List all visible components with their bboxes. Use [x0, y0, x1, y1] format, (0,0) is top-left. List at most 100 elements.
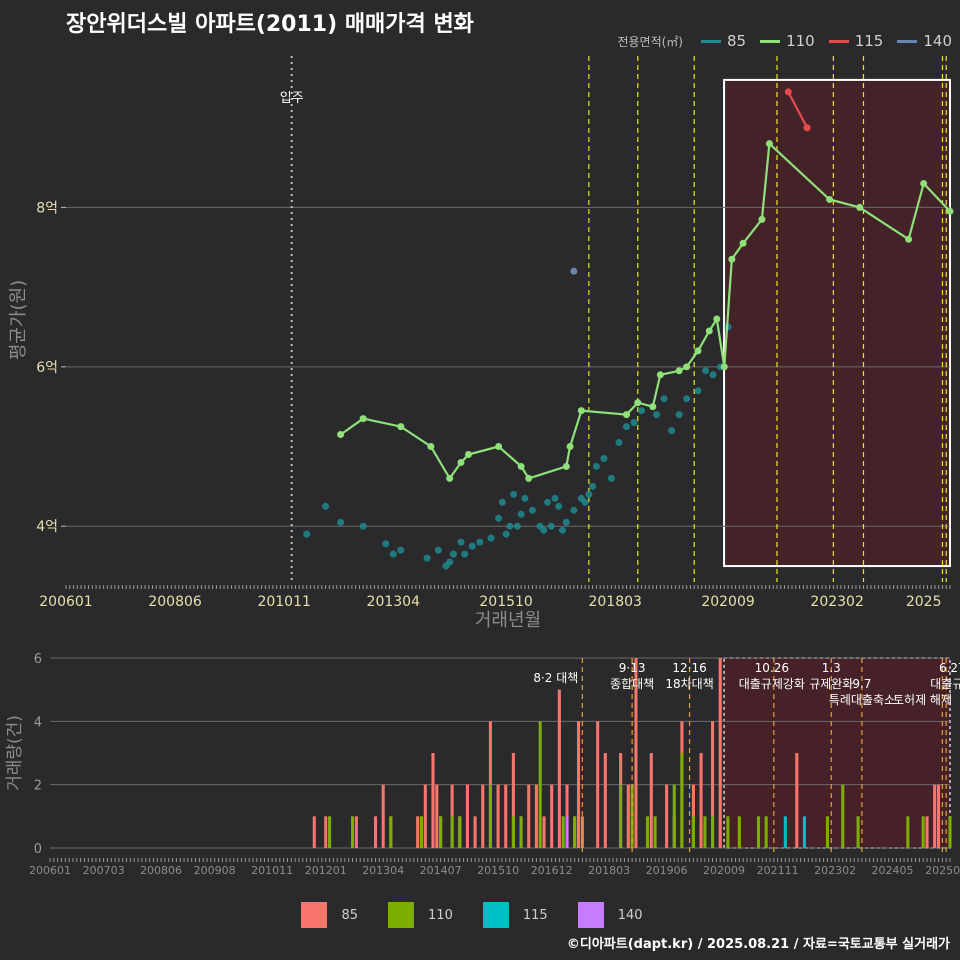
price-line-115 — [787, 91, 809, 129]
price-point-85 — [528, 506, 536, 514]
volume-policy-label: 대출규제강화 — [739, 677, 805, 691]
price-point-110 — [905, 235, 913, 243]
volume-x-tick-label: 201612 — [531, 864, 573, 877]
highlight-region — [723, 78, 951, 568]
volume-bar-85 — [795, 753, 799, 848]
price-point-110 — [562, 462, 570, 470]
price-point-110 — [683, 363, 691, 371]
y-axis-label: 평균가(원) — [8, 280, 29, 360]
volume-bar-110 — [458, 816, 462, 848]
volume-bar-110 — [619, 784, 623, 848]
price-point-110 — [359, 415, 367, 423]
price-point-110 — [427, 443, 435, 451]
price-point-110 — [920, 180, 928, 188]
volume-y-tick-label: 2 — [34, 779, 42, 794]
price-point-85 — [359, 522, 367, 530]
volume-bar-85 — [416, 816, 420, 848]
volume-bar-110 — [653, 816, 657, 848]
legend-swatch-110 — [760, 39, 781, 43]
volume-bar-85 — [603, 753, 607, 848]
volume-bar-85 — [649, 753, 653, 848]
volume-policy-label: 대출규제 — [930, 677, 960, 691]
volume-policy-label: 10.26 — [755, 661, 789, 675]
volume-bar-110 — [825, 816, 829, 848]
volume-y-tick-label: 4 — [34, 715, 42, 730]
price-point-85 — [449, 550, 457, 558]
occupancy-label: 입주 — [280, 91, 304, 106]
y-tick-label: 4억 — [36, 519, 58, 535]
volume-bar-140 — [565, 816, 569, 848]
volume-x-tick-label: 201803 — [588, 864, 630, 877]
legend-label-140: 140 — [923, 32, 952, 50]
legend-top-title: 전용면적(㎡) — [617, 34, 683, 49]
price-point-85 — [434, 546, 442, 554]
volume-policy-label: 8·2 대책 — [533, 670, 578, 685]
price-point-110 — [856, 203, 864, 211]
price-point-85 — [502, 530, 510, 538]
volume-policy-label: 토허제 해제 — [893, 693, 952, 707]
price-point-85 — [423, 554, 431, 562]
price-point-85 — [675, 411, 683, 419]
volume-bar-85 — [699, 753, 703, 848]
price-point-85 — [668, 427, 676, 435]
volume-bar-85 — [718, 658, 722, 848]
volume-x-tick-label: 202507 — [925, 864, 960, 877]
volume-bar-110 — [538, 721, 542, 848]
volume-x-tick-label: 200601 — [29, 864, 71, 877]
price-point-110 — [566, 443, 574, 451]
legend-bottom: 85 110 115 140 — [0, 900, 960, 930]
price-point-85 — [607, 474, 615, 482]
volume-bar-110 — [948, 816, 952, 848]
legend-bottom-swatch-115 — [482, 902, 509, 928]
price-point-85 — [389, 550, 397, 558]
volume-bar-85 — [465, 784, 469, 848]
price-point-85 — [510, 490, 518, 498]
price-point-110 — [457, 458, 465, 466]
legend-swatch-115 — [828, 39, 849, 43]
price-point-85 — [562, 518, 570, 526]
x-tick-label: 202302 — [810, 594, 863, 610]
volume-bar-110 — [351, 816, 355, 848]
volume-bar-85 — [527, 784, 531, 848]
legend-swatch-140 — [897, 39, 918, 43]
price-point-85 — [683, 395, 691, 403]
chart-title: 장안위더스빌 아파트(2011) 매매가격 변화 — [66, 12, 474, 37]
volume-bar-110 — [737, 816, 741, 848]
x-tick-label: 201011 — [257, 594, 310, 610]
legend-bottom-label-140: 140 — [617, 907, 643, 923]
legend-top: 전용면적(㎡) 85 110 115 140 — [617, 31, 952, 51]
volume-bar-110 — [645, 816, 649, 848]
volume-bar-85 — [634, 658, 638, 848]
legend-top-item-140: 140 — [897, 32, 952, 50]
x-tick-label: 201304 — [367, 594, 421, 610]
volume-highlight-region — [723, 657, 951, 849]
price-point-85 — [397, 546, 405, 554]
price-point-110 — [337, 431, 345, 439]
x-tick-label: 202009 — [701, 594, 754, 610]
volume-bar-85 — [936, 784, 941, 848]
legend-label-85: 85 — [726, 32, 747, 50]
volume-bar-85 — [504, 784, 508, 848]
price-point-85 — [589, 482, 597, 490]
volume-bar-110 — [561, 816, 565, 848]
price-point-110 — [739, 239, 747, 247]
volume-x-tick-label: 200908 — [194, 864, 236, 877]
price-point-110 — [720, 363, 728, 371]
volume-bar-115 — [783, 816, 787, 848]
volume-x-tick-label: 200806 — [140, 864, 182, 877]
volume-x-tick-label: 201201 — [305, 864, 347, 877]
price-point-85 — [547, 522, 555, 530]
price-point-110 — [649, 403, 657, 411]
volume-bar-85 — [312, 816, 316, 848]
price-point-110 — [465, 450, 473, 458]
price-point-85 — [461, 550, 469, 558]
volume-y-axis-label: 거래량(건) — [5, 715, 25, 791]
volume-x-tick-label: 201011 — [251, 864, 293, 877]
volume-y-tick-label: 0 — [34, 842, 42, 857]
price-point-85 — [570, 506, 578, 514]
volume-bar-85 — [925, 816, 929, 848]
price-point-85 — [457, 538, 465, 546]
legend-bottom-item-115: 115 — [482, 902, 548, 928]
price-point-110 — [765, 140, 773, 148]
price-point-85 — [521, 494, 529, 502]
